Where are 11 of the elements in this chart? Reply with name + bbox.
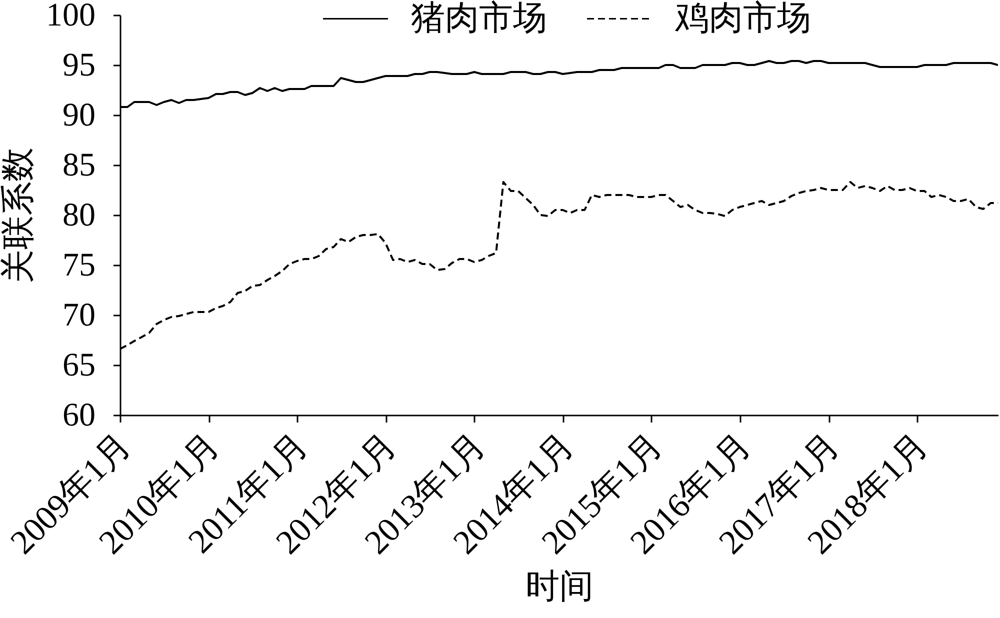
y-tick-label: 70: [62, 298, 96, 334]
x-axis-title: 时间: [526, 568, 594, 606]
y-tick-label: 100: [46, 0, 96, 34]
y-tick-label: 60: [62, 398, 96, 434]
y-tick-label: 95: [62, 48, 96, 84]
y-tick-label: 75: [62, 248, 96, 284]
y-tick-label: 65: [62, 348, 96, 384]
y-axis-title: 关联系数: [0, 148, 37, 284]
y-tick-label: 85: [62, 148, 96, 184]
y-tick-label: 90: [62, 98, 96, 134]
y-tick-label: 80: [62, 198, 96, 234]
